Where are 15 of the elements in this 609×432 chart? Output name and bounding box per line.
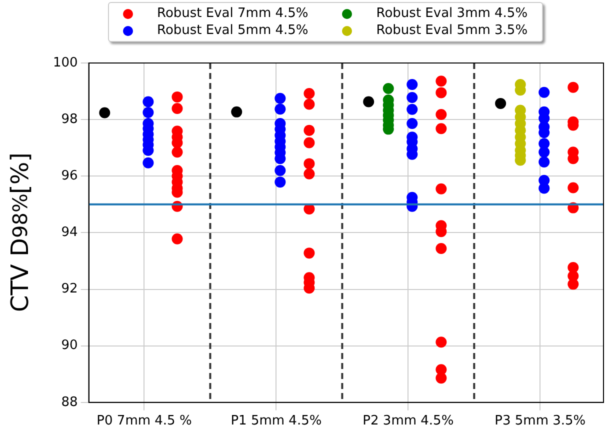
x-tick-label: P3 5mm 3.5% [494, 414, 586, 429]
y-tick-label: 94 [61, 225, 78, 240]
y-tick-label: 88 [61, 394, 78, 410]
y-tick-label: 92 [61, 282, 78, 297]
legend-label: Robust Eval 3mm 4.5% [376, 6, 528, 21]
x-tick-label: P1 5mm 4.5% [230, 414, 322, 429]
legend-label: Robust Eval 5mm 3.5% [376, 23, 528, 38]
y-tick-label: 90 [61, 338, 78, 354]
y-tick-label: 96 [61, 168, 78, 184]
legend-label: Robust Eval 5mm 4.5% [157, 23, 308, 38]
y-tick-label: 98 [61, 112, 78, 127]
x-tick-label: P2 3mm 4.5% [362, 414, 454, 429]
x-tick-label: P0 7mm 4.5 % [96, 414, 192, 429]
y-tick-label: 100 [52, 55, 78, 70]
legend-label: Robust Eval 7mm 4.5% [157, 6, 308, 21]
